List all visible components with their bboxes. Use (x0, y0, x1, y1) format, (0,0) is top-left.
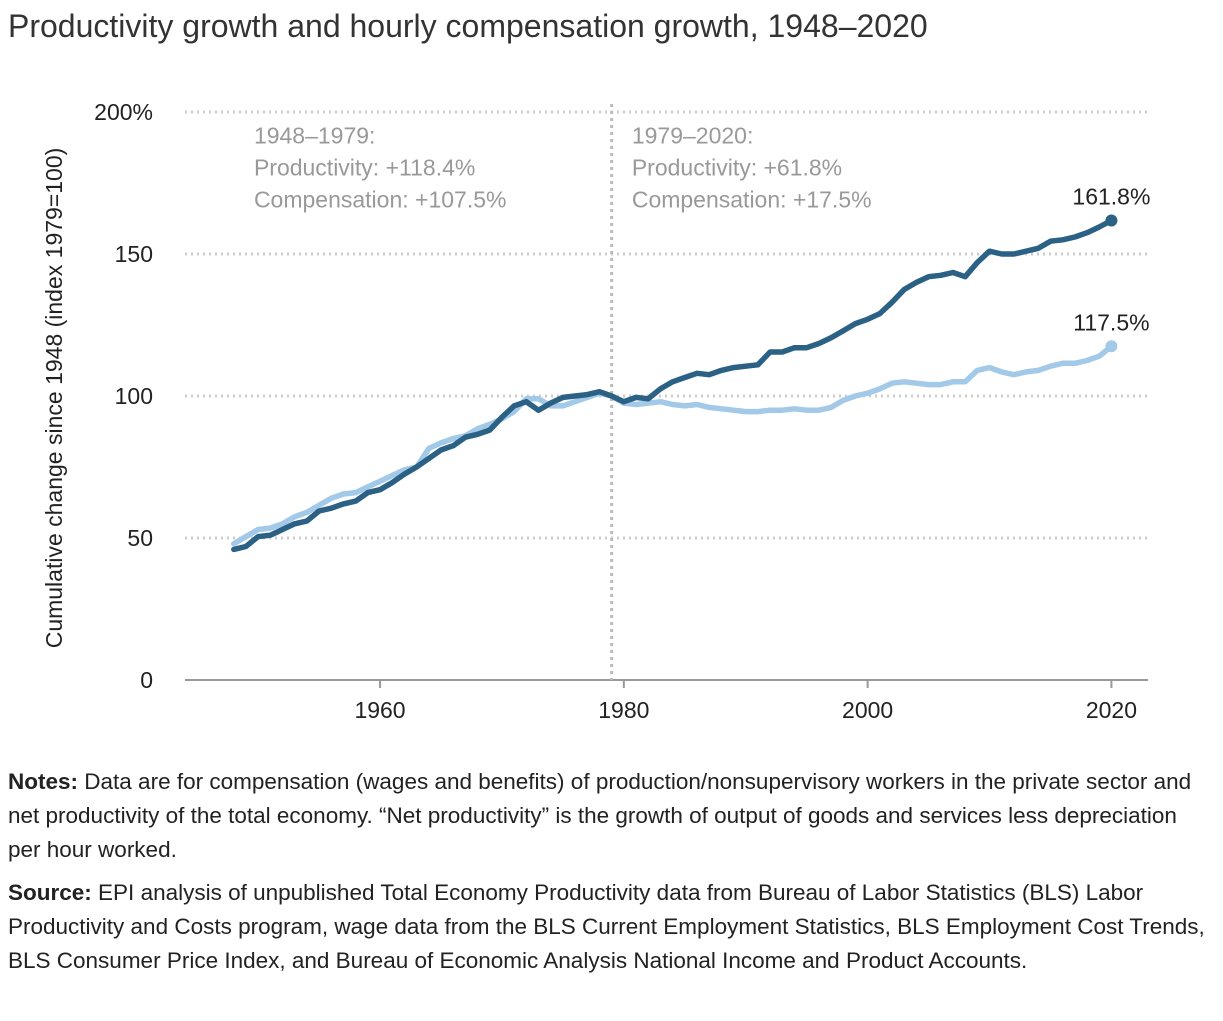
compensation-line (231, 343, 1115, 547)
annotation-line: 1979–2020: (632, 122, 754, 148)
annotation-line: Productivity: +61.8% (632, 154, 842, 180)
productivity-end-label: 161.8% (1072, 183, 1150, 209)
x-tick-label: 2020 (1086, 697, 1137, 723)
annotation-line: Compensation: +107.5% (254, 186, 507, 212)
notes: Notes: Data are for compensation (wages … (8, 765, 1208, 867)
y-axis-label: Cumulative change since 1948 (index 1979… (41, 148, 67, 649)
notes-label: Notes: (8, 769, 79, 794)
chart-title: Productivity growth and hourly compensat… (8, 8, 928, 44)
compensation-end-label: 117.5% (1073, 309, 1149, 335)
x-tick-label: 2000 (842, 697, 893, 723)
productivity-line (231, 217, 1115, 553)
annotation-line: Productivity: +118.4% (254, 154, 475, 180)
source-label: Source: (8, 880, 92, 905)
source-note: Source: EPI analysis of unpublished Tota… (8, 876, 1208, 978)
series-lines (231, 214, 1118, 553)
y-tick-label: 0 (140, 667, 153, 693)
axes: 0 50 100 150 200% 1960 1980 2000 2020 Cumulative … (41, 99, 1148, 723)
y-tick-label: 100 (115, 383, 153, 409)
line-chart: 0 50 100 150 200% 1960 1980 2000 2020 Cumulative … (41, 99, 1150, 723)
x-tick-label: 1980 (598, 697, 649, 723)
end-labels: 117.5% 161.8% (1072, 183, 1150, 335)
annotation-line: 1948–1979: (254, 122, 376, 148)
y-tick-label: 150 (115, 241, 153, 267)
x-tick-label: 1960 (354, 697, 405, 723)
notes-text: Data are for compensation (wages and ben… (8, 769, 1192, 862)
source-text: EPI analysis of unpublished Total Econom… (8, 880, 1205, 973)
y-tick-label: 200% (94, 99, 153, 125)
productivity-end-point (1105, 214, 1118, 227)
period-annotations: 1948–1979: Productivity: +118.4% Compensat… (254, 104, 872, 680)
annotation-line: Compensation: +17.5% (632, 186, 872, 212)
compensation-end-point (1105, 340, 1118, 353)
gridlines (185, 110, 1148, 540)
y-tick-label: 50 (127, 525, 153, 551)
